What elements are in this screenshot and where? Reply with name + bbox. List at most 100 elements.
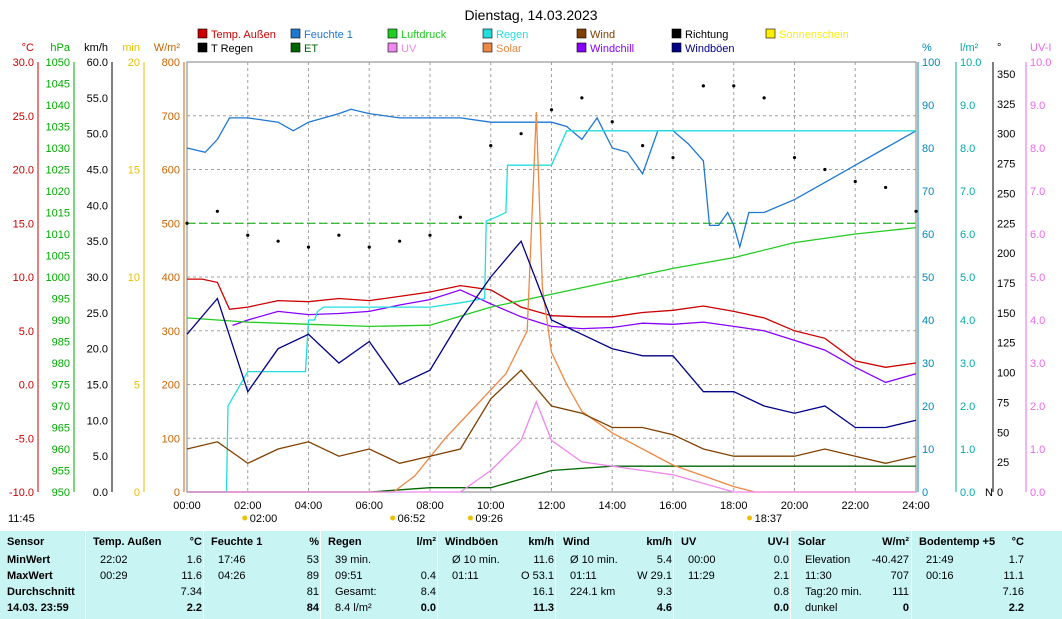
x-axis-tick: 20:00 [781, 500, 809, 512]
series-wind [186, 369, 917, 465]
event-marker-label: 02:00 [250, 513, 278, 525]
left-axis-tick: 200 [162, 380, 180, 392]
table-cell-value: 2.1 [773, 570, 789, 582]
series-regen [187, 130, 916, 493]
left-axis-tick: 1045 [46, 79, 70, 91]
summary-table: Sensor MinWert MaxWert Durchschnitt 14.0… [0, 531, 1062, 619]
table-cell-value: 111 [892, 586, 909, 598]
table-cell-value: 0.0 [773, 602, 789, 614]
table-cell-time: Tag:20 min. [805, 586, 862, 598]
right-axis-tick: 50 [997, 427, 1009, 439]
left-axis-tick: 5.0 [93, 451, 108, 463]
table-cell-value: 707 [890, 570, 909, 582]
left-axis-tick: 25.0 [87, 308, 108, 320]
right-axis-tick: 5.0 [1030, 272, 1045, 284]
left-axis-tick: 1005 [46, 251, 70, 263]
series-feuchte-1 [186, 108, 917, 250]
table-column-unit: °C [189, 536, 202, 548]
left-axis-tick: 980 [52, 358, 70, 370]
table-cell-time: 39 min. [335, 554, 372, 566]
event-marker-label: 18:37 [755, 513, 783, 525]
table-cell-time: 22:02 [100, 554, 128, 566]
left-axis-tick: 15 [128, 165, 140, 177]
direction-point [489, 144, 493, 148]
left-axis-tick: 0 [174, 487, 180, 499]
direction-point [701, 84, 705, 88]
left-axis-tick: 0.0 [93, 487, 108, 499]
right-axis-unit: l/m² [960, 42, 979, 54]
right-axis-tick: 4.0 [1030, 315, 1045, 327]
table-cell-value: 11.6 [533, 554, 554, 566]
row-label-max: MaxWert [7, 570, 53, 582]
right-axis-tick: 125 [997, 338, 1015, 350]
right-axis-tick: 8.0 [1030, 143, 1045, 155]
direction-point [306, 245, 311, 249]
left-axis-tick: 960 [52, 444, 70, 456]
left-axis-tick: 1030 [46, 143, 70, 155]
legend-label: Windchill [590, 43, 634, 55]
direction-point [215, 209, 219, 213]
right-axis-tick: 3.0 [1030, 358, 1045, 370]
legend-swatch [576, 42, 587, 53]
event-marker [390, 515, 396, 521]
left-axis-tick: -10.0 [9, 487, 34, 499]
table-cell-value: 16.1 [532, 586, 554, 598]
right-axis-tick: 9.0 [1030, 100, 1045, 112]
chart-title: Dienstag, 14.03.2023 [464, 7, 597, 23]
table-cell-value: 2.2 [186, 602, 202, 614]
left-axis-tick: 970 [52, 401, 70, 413]
left-axis-tick: 975 [52, 380, 70, 392]
left-axis-tick: 950 [52, 487, 70, 499]
direction-point [792, 155, 797, 160]
right-axis-tick: 200 [997, 248, 1015, 260]
left-axis-tick: 700 [162, 111, 180, 123]
right-axis-tick: 50 [922, 272, 934, 284]
direction-point [337, 233, 341, 237]
left-axis-tick: 40.0 [87, 200, 108, 212]
left-axis-tick: 20.0 [87, 344, 108, 356]
right-axis-tick: 7.0 [1030, 186, 1045, 198]
right-axis-tick: 10.0 [1030, 57, 1051, 69]
left-axis-tick: 955 [52, 466, 70, 478]
table-column-unit: UV-I [767, 536, 789, 548]
right-axis-tick: 1.0 [1030, 444, 1045, 456]
x-axis-tick: 14:00 [598, 500, 626, 512]
legend-label: Richtung [685, 29, 728, 41]
table-column-header: Temp. Außen [93, 536, 162, 548]
table-cell-time: 09:51 [335, 570, 363, 582]
table-cell-time: 00:29 [100, 570, 128, 582]
left-axis-tick: 985 [52, 337, 70, 349]
right-axis-tick: 175 [997, 278, 1015, 290]
direction-point [853, 179, 857, 184]
direction-point [276, 239, 280, 243]
right-axis-tick: 40 [922, 315, 934, 327]
right-axis-tick: 250 [997, 188, 1015, 200]
legend-label: ET [304, 43, 318, 55]
table-cell-value: 7.16 [1002, 586, 1024, 598]
left-axis-tick: 1010 [46, 229, 70, 241]
table-cell-value: 2.2 [1008, 602, 1024, 614]
legend-label: Windböen [685, 43, 735, 55]
x-axis-tick: 00:00 [173, 500, 201, 512]
left-axis-tick: 10 [128, 272, 140, 284]
right-axis-tick: 7.0 [960, 186, 975, 198]
left-axis-tick: 400 [162, 272, 180, 284]
table-cell-time: Ø 10 min. [570, 554, 618, 566]
left-axis-tick: 0.0 [19, 380, 34, 392]
left-axis-tick: 1050 [46, 57, 70, 69]
weather-chart: Dienstag, 14.03.2023 °C 30.0 25.0 20.0 15.0 10… [8, 7, 1051, 525]
legend-swatch [671, 42, 682, 53]
right-axis-tick: 0 [997, 487, 1003, 499]
row-label-sensor: Sensor [7, 536, 45, 548]
legend-swatch [290, 28, 301, 39]
right-axis-unit: ° [997, 42, 1001, 54]
right-axis-tick: 2.0 [1030, 401, 1045, 413]
right-axis-tick: 80 [922, 143, 934, 155]
direction-point [398, 239, 402, 243]
event-marker [467, 515, 473, 521]
right-axis-tick: 9.0 [960, 100, 975, 112]
legend-swatch [765, 28, 776, 39]
table-cell-value: -40.427 [871, 554, 909, 566]
right-axis-tick: 150 [997, 308, 1015, 320]
left-axis-tick: 10.0 [87, 415, 108, 427]
